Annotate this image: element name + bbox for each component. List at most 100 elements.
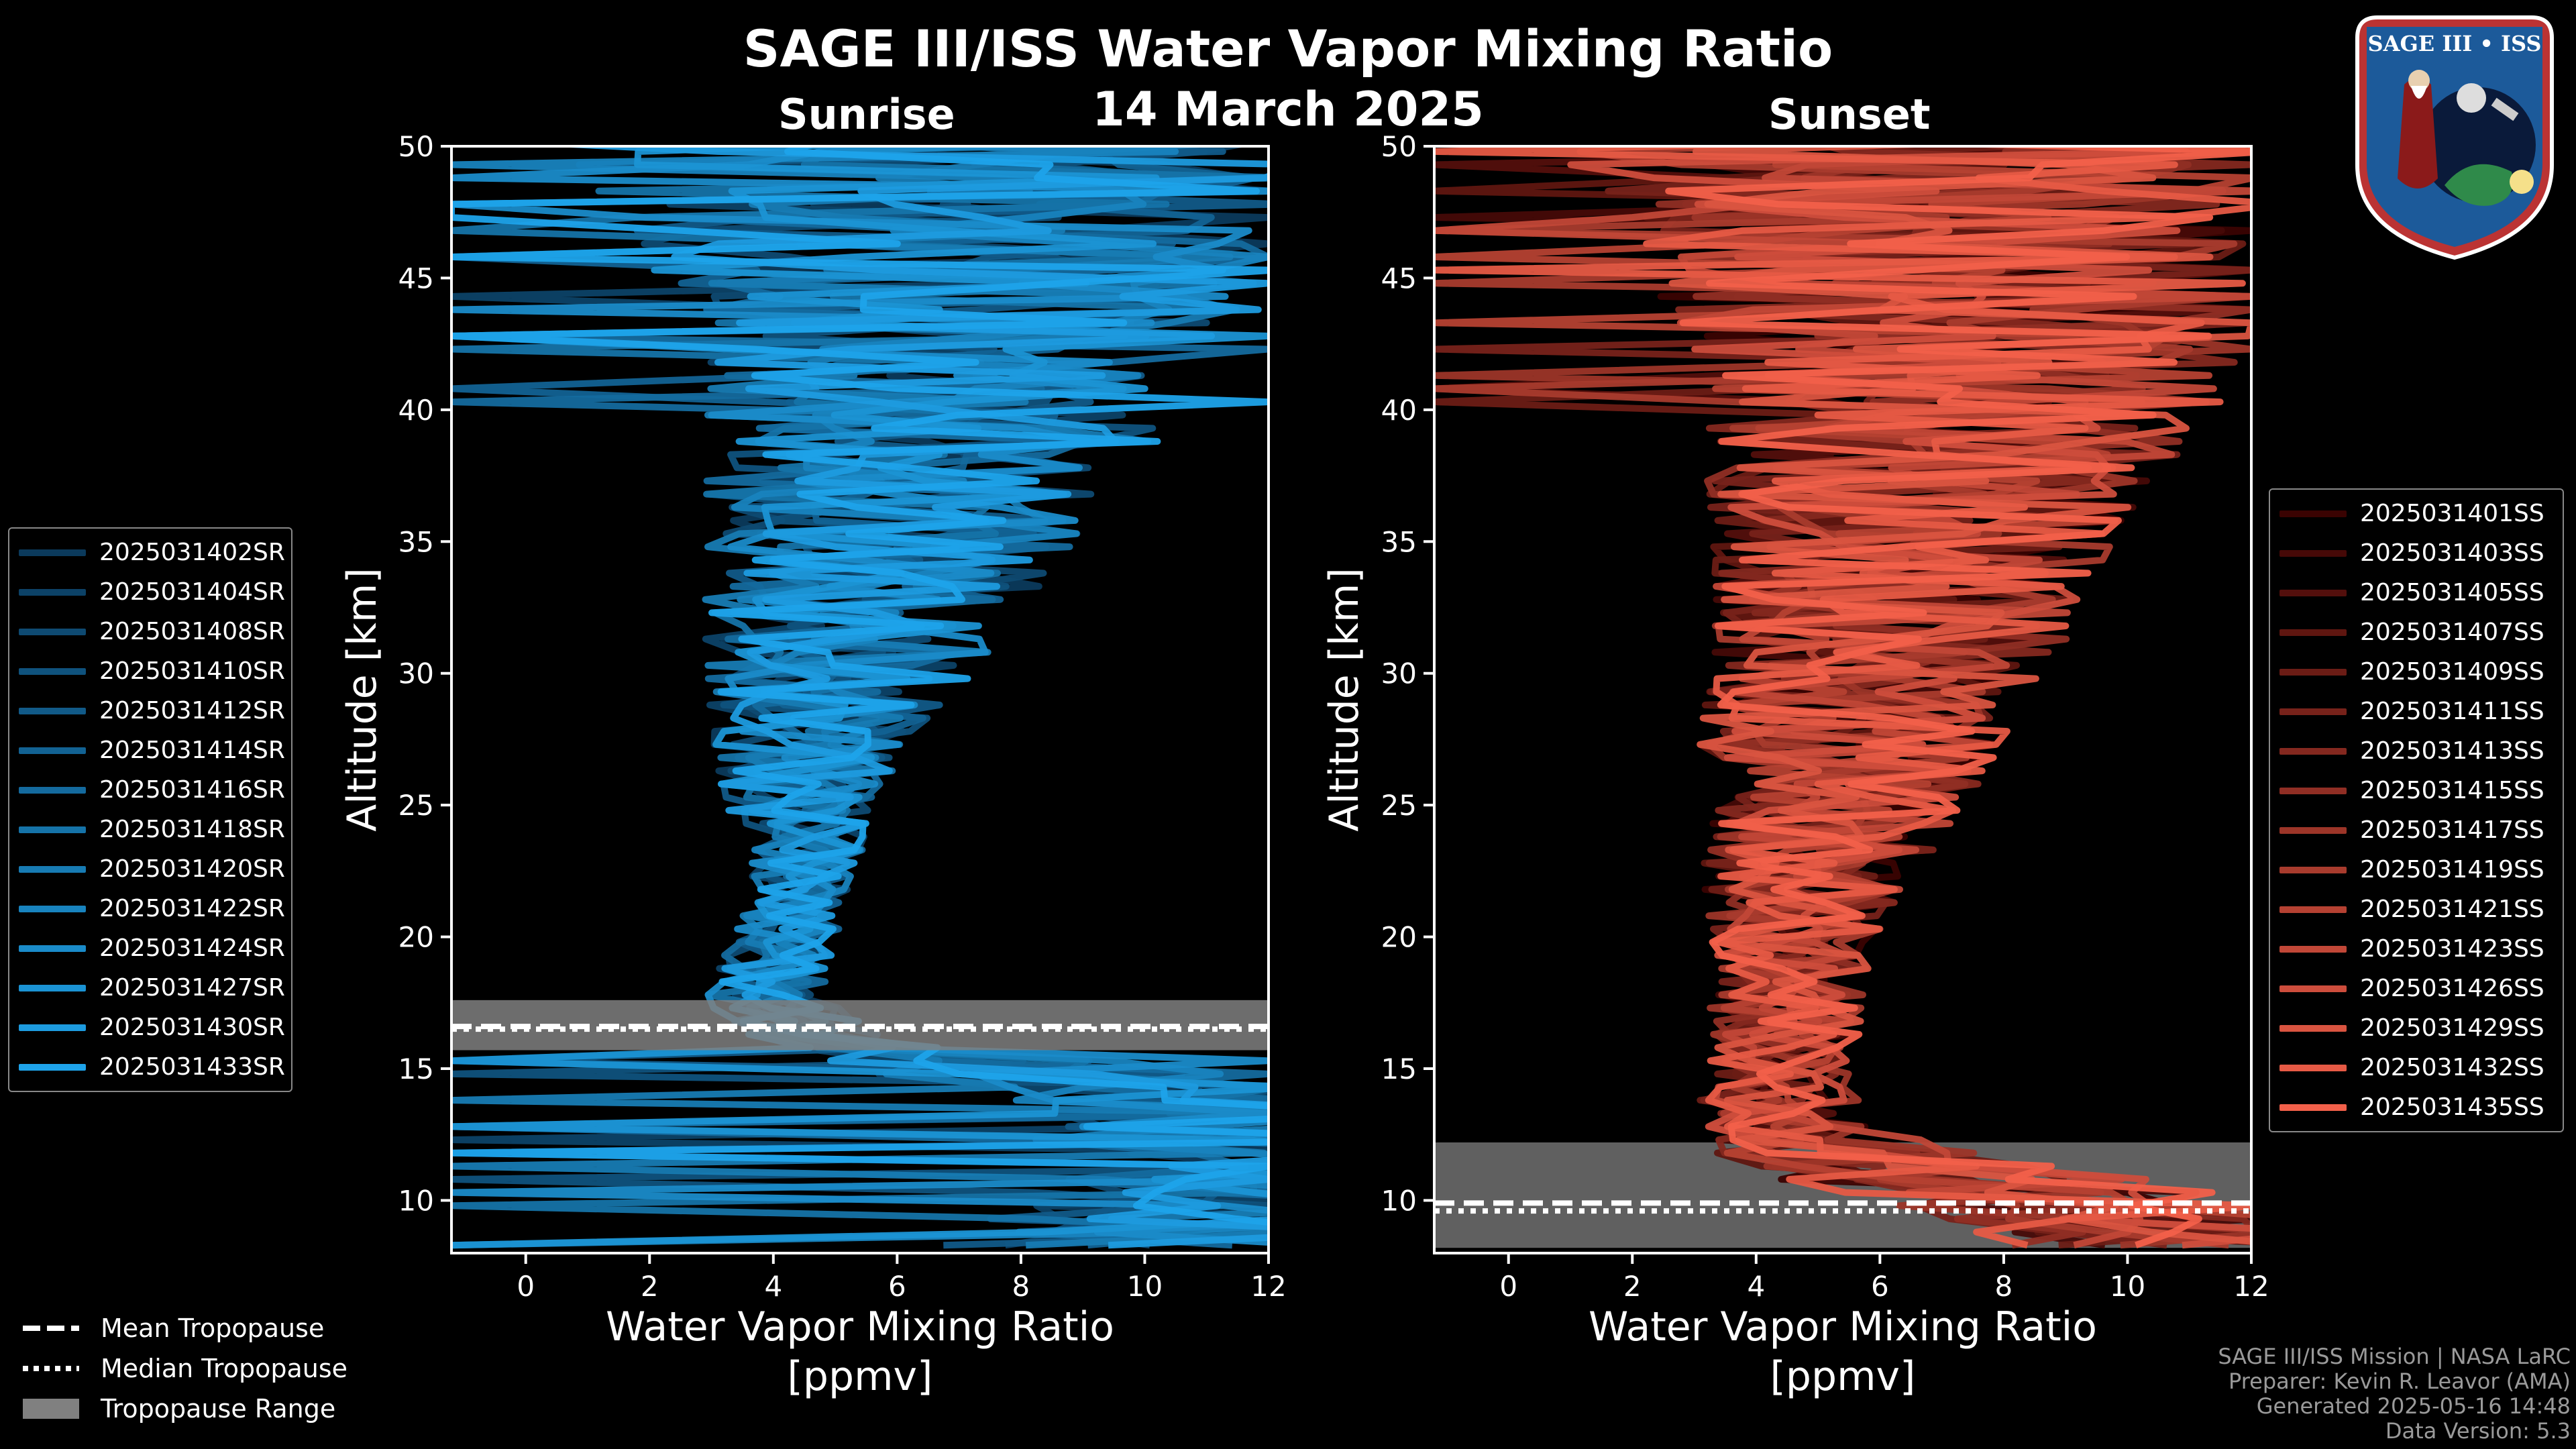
legend-swatch <box>2279 589 2347 596</box>
legend-label: 2025031401SS <box>2360 500 2544 527</box>
y-tick-label: 10 <box>1381 1184 1417 1217</box>
legend-swatch <box>19 628 86 635</box>
legend-item: 2025031414SR <box>9 731 291 770</box>
sunset-x-axis-unit: [ppmv] <box>1770 1353 1916 1400</box>
sunset-profiles <box>1434 146 2251 1249</box>
grey-band-swatch <box>23 1399 79 1419</box>
x-tick-label: 4 <box>764 1270 782 1303</box>
legend-item-tropopause-range: Tropopause Range <box>23 1389 347 1429</box>
sunrise-frame <box>450 145 1270 1254</box>
y-tick-label: 25 <box>1381 789 1417 822</box>
legend-item: 2025031420SR <box>9 849 291 889</box>
legend-item: 2025031435SS <box>2270 1087 2563 1127</box>
sunset-y-ticks: 10 15 20 25 30 35 40 45 50 <box>1381 130 1434 1217</box>
legend-swatch <box>2279 906 2347 913</box>
credit-version: Data Version: 5.3 <box>2385 1418 2571 1444</box>
legend-item: 2025031402SR <box>9 533 291 572</box>
y-tick-label: 50 <box>398 130 434 163</box>
legend-item: 2025031432SS <box>2270 1048 2563 1087</box>
chart-date: 14 March 2025 <box>1092 82 1484 137</box>
profile-line-2025031429SS <box>1668 146 2251 1245</box>
legend-item: 2025031423SS <box>2270 929 2563 969</box>
y-tick-label: 10 <box>398 1184 434 1217</box>
legend-item: 2025031422SR <box>9 889 291 928</box>
legend-label: 2025031423SS <box>2360 935 2544 963</box>
sunset-x-ticks: 0 2 4 6 8 10 12 <box>1499 1253 2269 1303</box>
legend-label: 2025031435SS <box>2360 1093 2544 1121</box>
y-tick-label: 30 <box>1381 657 1417 690</box>
chart-title: SAGE III/ISS Water Vapor Mixing Ratio <box>743 19 1833 78</box>
legend-swatch <box>2279 866 2347 873</box>
x-tick-label: 12 <box>2233 1270 2269 1303</box>
legend-swatch <box>2279 826 2347 834</box>
legend-swatch <box>19 707 86 714</box>
legend-swatch <box>19 984 86 991</box>
legend-item: 2025031427SR <box>9 968 291 1008</box>
legend-label: 2025031404SR <box>99 578 285 606</box>
profile-line-2025031426SS <box>1567 146 2251 1249</box>
x-tick-label: 6 <box>888 1270 906 1303</box>
sunset-y-axis-label: Altitude [km] <box>1321 568 1368 832</box>
legend-swatch <box>2279 629 2347 636</box>
y-tick-label: 20 <box>1381 921 1417 954</box>
profile-line-2025031435SS <box>1665 146 2251 1248</box>
legend-item: 2025031404SR <box>9 572 291 612</box>
legend-label: 2025031402SR <box>99 539 285 566</box>
legend-swatch <box>19 905 86 912</box>
legend-label: 2025031419SS <box>2360 856 2544 883</box>
x-tick-label: 8 <box>1995 1270 2013 1303</box>
legend-swatch <box>19 1024 86 1031</box>
legend-swatch <box>2279 1024 2347 1032</box>
legend-item: 2025031418SR <box>9 810 291 849</box>
sunrise-y-ticks: 10 15 20 25 30 35 40 45 50 <box>398 130 451 1217</box>
mean-tropopause-label: Mean Tropopause <box>101 1313 325 1343</box>
legend-label: 2025031426SS <box>2360 975 2544 1002</box>
legend-item: 2025031407SS <box>2270 612 2563 652</box>
legend-swatch <box>2279 510 2347 517</box>
legend-label: 2025031417SS <box>2360 816 2544 844</box>
legend-label: 2025031433SR <box>99 1053 285 1081</box>
legend-item: 2025031408SR <box>9 612 291 651</box>
y-tick-label: 45 <box>398 262 434 294</box>
legend-item: 2025031416SR <box>9 770 291 810</box>
y-tick-label: 15 <box>1381 1053 1417 1085</box>
y-tick-label: 35 <box>1381 525 1417 558</box>
legend-item: 2025031430SR <box>9 1008 291 1047</box>
legend-label: 2025031421SS <box>2360 896 2544 923</box>
badge-title: SAGE III • ISS <box>2368 31 2542 56</box>
y-tick-label: 20 <box>398 921 434 954</box>
sunset-frame <box>1433 145 2253 1254</box>
legend-item-mean-tropopause: Mean Tropopause <box>23 1308 347 1348</box>
x-tick-label: 0 <box>517 1270 535 1303</box>
x-tick-label: 10 <box>2110 1270 2145 1303</box>
profile-line-2025031421SS <box>1434 146 2251 1219</box>
x-tick-label: 6 <box>1871 1270 1889 1303</box>
legend-swatch <box>19 826 86 833</box>
y-tick-label: 25 <box>398 789 434 822</box>
dotted-line-swatch <box>23 1358 79 1379</box>
legend-label: 2025031427SR <box>99 974 285 1002</box>
tropopause-range-label: Tropopause Range <box>101 1394 336 1424</box>
sunset-plot: 0 2 4 6 8 10 12 10 15 20 25 30 35 40 45 50 Altitude [k… <box>1321 130 2269 1400</box>
legend-label: 2025031416SR <box>99 776 285 804</box>
legend-label: 2025031420SR <box>99 855 285 883</box>
dashed-line-swatch <box>23 1318 79 1338</box>
sunrise-x-ticks: 0 2 4 6 8 10 12 <box>517 1253 1287 1303</box>
legend-swatch <box>19 786 86 794</box>
legend-swatch <box>2279 1104 2347 1111</box>
legend-label: 2025031407SS <box>2360 619 2544 646</box>
legend-label: 2025031411SS <box>2360 698 2544 725</box>
legend-item: 2025031412SR <box>9 691 291 731</box>
profile-line-2025031432SS <box>1434 146 2251 1249</box>
x-tick-label: 4 <box>1747 1270 1765 1303</box>
legend-item: 2025031410SR <box>9 651 291 691</box>
legend-item: 2025031405SS <box>2270 573 2563 612</box>
profile-line-2025031420SR <box>451 146 1269 1249</box>
y-tick-label: 30 <box>398 657 434 690</box>
legend-item: 2025031429SS <box>2270 1008 2563 1048</box>
legend-label: 2025031432SS <box>2360 1054 2544 1081</box>
legend-item: 2025031433SR <box>9 1047 291 1087</box>
legend-label: 2025031418SR <box>99 816 285 843</box>
legend-item: 2025031409SS <box>2270 652 2563 692</box>
legend-swatch <box>19 945 86 952</box>
